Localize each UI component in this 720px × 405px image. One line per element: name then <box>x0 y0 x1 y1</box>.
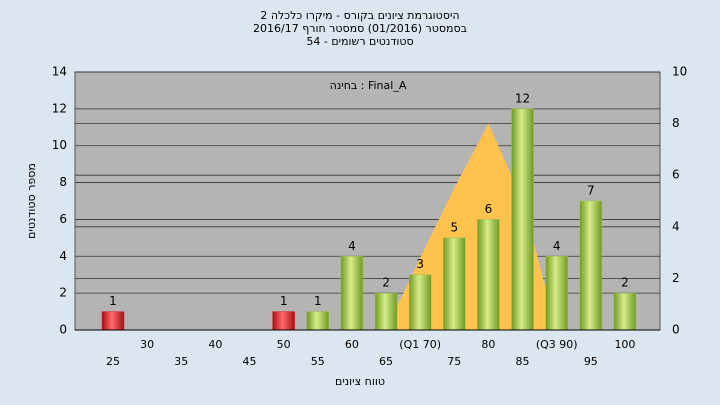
plot-area <box>74 71 661 331</box>
y-tick-label: 12 <box>52 101 67 115</box>
y-axis-label: מספר סטודנטים <box>25 163 38 239</box>
bar <box>101 311 125 331</box>
x-tick-label: 30 <box>140 338 154 351</box>
x-tick-label: 45 <box>243 355 257 368</box>
y-tick-label: 0 <box>59 323 67 337</box>
bar <box>545 256 568 331</box>
bar <box>477 219 500 331</box>
y-tick-label: 8 <box>59 175 67 189</box>
y-tick-label: 14 <box>52 65 67 79</box>
data-label: 6 <box>485 202 493 216</box>
bar <box>340 256 364 331</box>
title: בסמסטר (01/2016) סמסטר חורף 2016/17 <box>253 22 467 35</box>
data-label: 1 <box>109 294 117 308</box>
x-tick-label: 25 <box>106 355 120 368</box>
y-tick-label: 6 <box>59 212 67 226</box>
data-label: 4 <box>553 239 561 253</box>
y2-tick-label: 0 <box>672 323 680 337</box>
y2-tick-label: 6 <box>672 168 680 182</box>
bar <box>511 108 534 331</box>
data-label: 2 <box>382 276 390 290</box>
x-tick-label: 55 <box>311 355 325 368</box>
x-tick-label: 40 <box>208 338 222 351</box>
title: היסטוגרמת ציונים בקורס - מיקרו כלכלה 2 <box>260 9 459 22</box>
data-label: 2 <box>621 276 629 290</box>
x-tick-label: 95 <box>584 355 598 368</box>
title: סטודנטים רשומים - 54 <box>306 35 413 48</box>
data-label: 12 <box>515 91 530 105</box>
bar <box>579 200 603 331</box>
y2-tick-label: 10 <box>672 65 687 79</box>
data-label: 3 <box>416 257 424 271</box>
y-tick-label: 4 <box>59 249 67 263</box>
data-label: 5 <box>450 220 458 234</box>
x-tick-label: 100 <box>614 338 635 351</box>
x-tick-label: 75 <box>447 355 461 368</box>
y-tick-label: 10 <box>52 138 67 152</box>
bar <box>272 311 295 331</box>
data-label: 1 <box>314 294 322 308</box>
annotation: בחינה : Final_A <box>330 79 407 92</box>
bar <box>408 274 432 331</box>
data-label: 1 <box>280 294 288 308</box>
y2-tick-label: 4 <box>672 219 680 233</box>
x-axis-label: טווח ציונים <box>335 375 385 388</box>
y2-tick-label: 2 <box>672 271 680 285</box>
x-tick-label: 35 <box>174 355 188 368</box>
x-tick-label: 65 <box>379 355 393 368</box>
data-label: 4 <box>348 239 356 253</box>
data-label: 7 <box>587 184 595 198</box>
x-tick-label: (Q3 90) <box>536 338 578 351</box>
x-tick-label: 60 <box>345 338 359 351</box>
bar <box>374 292 398 331</box>
x-tick-label: 50 <box>277 338 291 351</box>
x-tick-label: 80 <box>481 338 495 351</box>
bar <box>306 311 330 331</box>
bar <box>613 292 637 331</box>
y-tick-label: 2 <box>59 286 67 300</box>
x-tick-label: (Q1 70) <box>399 338 441 351</box>
bar <box>443 237 466 331</box>
x-tick-label: 85 <box>516 355 530 368</box>
y2-tick-label: 8 <box>672 116 680 130</box>
